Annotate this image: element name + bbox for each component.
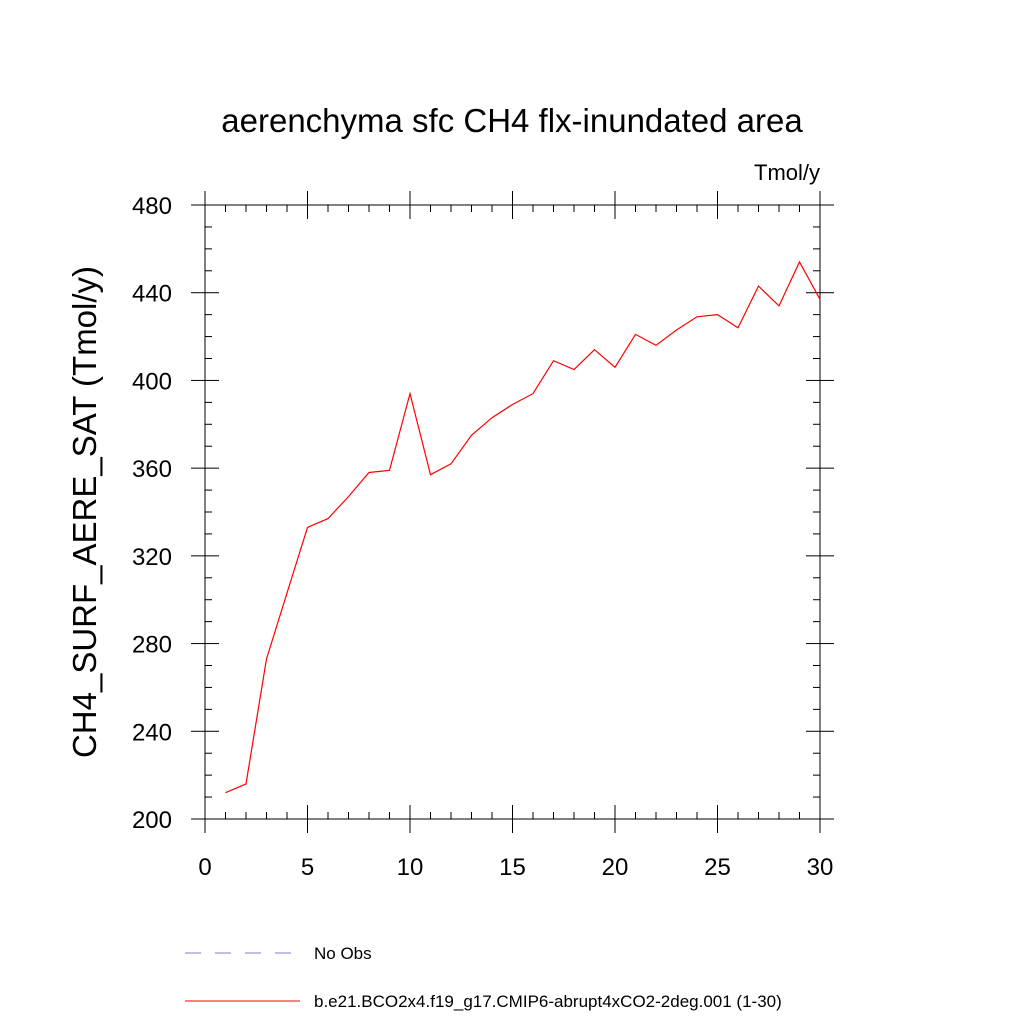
y-tick-label: 320 — [132, 544, 172, 571]
y-tick-label: 280 — [132, 632, 172, 659]
plot-frame — [204, 204, 821, 820]
y-tick-label: 360 — [132, 456, 172, 483]
x-tick-label: 15 — [499, 854, 526, 881]
legend: No Obs b.e21.BCO2x4.f19_g17.CMIP6-abrupt4… — [185, 944, 782, 1011]
x-tick-label: 20 — [602, 854, 629, 881]
legend-label-2: b.e21.BCO2x4.f19_g17.CMIP6-abrupt4xCO2-2… — [314, 992, 782, 1011]
x-tick-label: 0 — [198, 854, 211, 881]
chart-title: aerenchyma sfc CH4 flx-inundated area — [221, 102, 803, 139]
y-tick-label: 200 — [132, 807, 172, 834]
units-label: Tmol/y — [754, 160, 820, 185]
series-layer — [225, 260, 821, 794]
ticks-layer: 0 5 10 15 20 25 30 200 240 280 320 360 400 440 480 — [132, 191, 834, 881]
y-tick-label: 400 — [132, 368, 172, 395]
x-tick-label: 25 — [704, 854, 731, 881]
x-tick-label: 30 — [807, 854, 834, 881]
y-tick-label: 440 — [132, 281, 172, 308]
y-axis-label: CH4_SURF_AERE_SAT (Tmol/y) — [66, 266, 103, 758]
legend-label-1: No Obs — [314, 944, 372, 963]
series-line-2 — [225, 260, 821, 794]
y-tick-label: 240 — [132, 719, 172, 746]
x-tick-label: 5 — [301, 854, 314, 881]
x-tick-label: 10 — [397, 854, 424, 881]
y-tick-label: 480 — [132, 193, 172, 220]
